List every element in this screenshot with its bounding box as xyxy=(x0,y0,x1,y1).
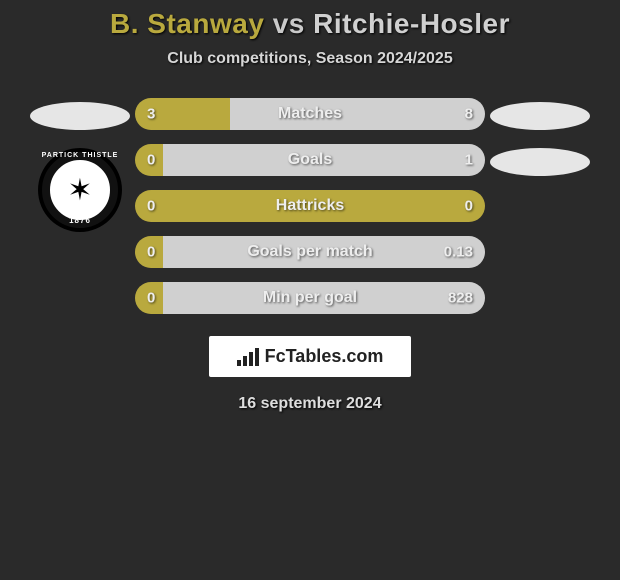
crest-glyph: ✶ xyxy=(56,166,104,214)
stat-label: Matches xyxy=(278,105,342,123)
stat-row: Goals per match 0 0.13 xyxy=(135,236,485,268)
crest-top-text: PARTICK THISTLE xyxy=(42,152,119,159)
left-side: PARTICK THISTLE ✶ 1876 xyxy=(25,98,135,232)
player1-team-logo-placeholder xyxy=(30,102,130,130)
date: 16 september 2024 xyxy=(238,395,381,413)
source-logo-text: FcTables.com xyxy=(265,346,384,367)
title: B. Stanway vs Ritchie-Hosler xyxy=(0,8,620,40)
stat-right-value: 828 xyxy=(448,290,473,307)
stat-right-value: 0 xyxy=(465,198,473,215)
stat-row: Goals 0 1 xyxy=(135,144,485,176)
stat-right-value: 1 xyxy=(465,152,473,169)
stat-row: Matches 3 8 xyxy=(135,98,485,130)
bars-icon xyxy=(237,348,259,366)
stat-left-value: 0 xyxy=(147,290,155,307)
stat-left-value: 0 xyxy=(147,198,155,215)
vs-text: vs xyxy=(273,8,305,39)
footer: FcTables.com 16 september 2024 xyxy=(0,336,620,413)
player2-club-logo-placeholder xyxy=(490,148,590,176)
stat-label: Goals per match xyxy=(247,243,372,261)
player2-team-logo-placeholder xyxy=(490,102,590,130)
player2-name: Ritchie-Hosler xyxy=(313,8,510,39)
stat-right-segment xyxy=(230,98,486,130)
stat-bars: Matches38Goals01Hattricks00Goals per mat… xyxy=(135,98,485,314)
stat-row: Hattricks 0 0 xyxy=(135,190,485,222)
stat-left-value: 3 xyxy=(147,106,155,123)
stat-label: Min per goal xyxy=(263,289,357,307)
main-row: PARTICK THISTLE ✶ 1876 Matches 3 8 Goals 0 1 H… xyxy=(0,98,620,314)
stat-right-value: 8 xyxy=(465,106,473,123)
right-side xyxy=(485,98,595,176)
subtitle: Club competitions, Season 2024/2025 xyxy=(0,50,620,68)
stat-left-value: 0 xyxy=(147,244,155,261)
player1-club-crest: PARTICK THISTLE ✶ 1876 xyxy=(38,148,122,232)
source-logo: FcTables.com xyxy=(209,336,412,377)
stat-right-value: 0.13 xyxy=(444,244,473,261)
stat-label: Goals xyxy=(288,151,332,169)
stat-row: Min per goal 0 828 xyxy=(135,282,485,314)
stat-label: Hattricks xyxy=(276,197,344,215)
player1-name: B. Stanway xyxy=(110,8,264,39)
crest-bottom-text: 1876 xyxy=(69,216,91,225)
stat-left-value: 0 xyxy=(147,152,155,169)
comparison-card: B. Stanway vs Ritchie-Hosler Club compet… xyxy=(0,0,620,580)
